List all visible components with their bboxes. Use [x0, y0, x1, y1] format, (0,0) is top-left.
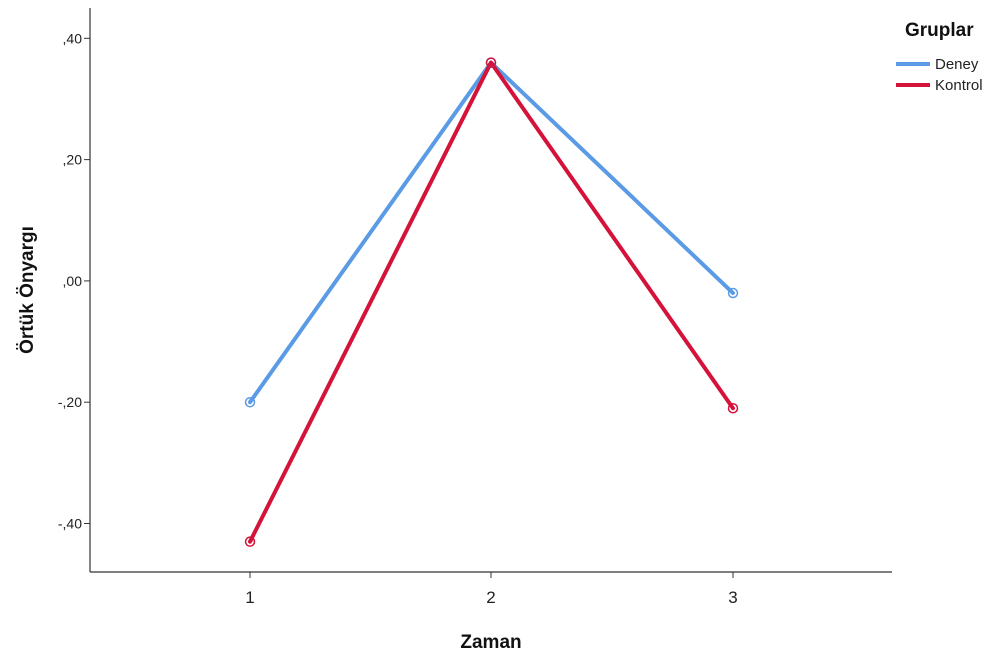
y-ticks: ,40 ,20 ,00 -,20 -,40	[58, 30, 90, 531]
y-tick-label: ,00	[63, 273, 83, 289]
data-point-kontrol	[727, 403, 739, 414]
legend-title: Gruplar	[905, 20, 974, 41]
axes	[89, 8, 892, 573]
series-line-kontrol	[248, 60, 735, 544]
x-axis-title: Zaman	[460, 632, 521, 653]
data-point-kontrol	[244, 536, 256, 547]
series-line-deney	[248, 60, 735, 405]
legend-label-kontrol: Kontrol	[935, 77, 983, 94]
x-tick-label: 2	[486, 588, 495, 607]
legend: Gruplar Deney Kontrol	[896, 20, 983, 94]
x-tick-label: 3	[728, 588, 737, 607]
data-point-kontrol	[485, 57, 497, 68]
data-point-deney	[244, 396, 256, 408]
x-ticks: 1 2 3	[245, 572, 738, 607]
legend-label-deney: Deney	[935, 56, 979, 73]
legend-items: Deney Kontrol	[896, 56, 983, 94]
series-points	[244, 57, 739, 547]
y-tick-label: -,40	[58, 515, 82, 531]
y-tick-label: -,20	[58, 394, 82, 410]
y-axis-title: Örtük Önyargı	[17, 226, 38, 354]
series-lines	[248, 60, 735, 544]
x-tick-label: 1	[245, 588, 254, 607]
y-tick-label: ,40	[63, 30, 83, 46]
data-point-deney	[727, 287, 739, 299]
y-tick-label: ,20	[63, 152, 83, 168]
